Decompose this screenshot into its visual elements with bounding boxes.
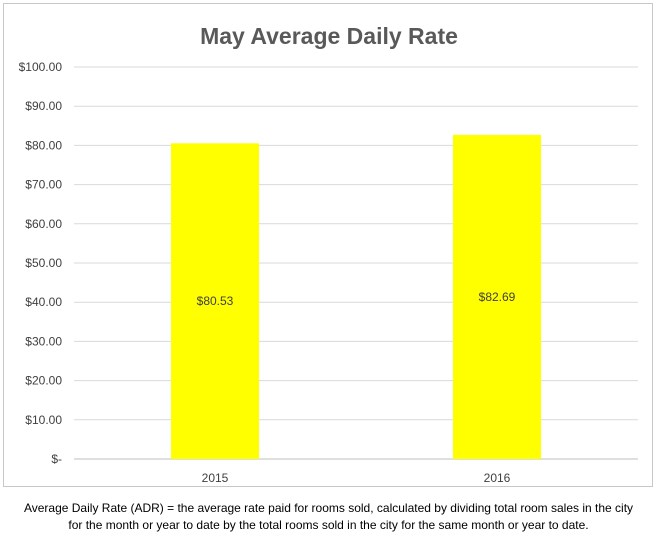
x-tick-label: 2016 — [484, 471, 511, 485]
y-tick-label: $80.00 — [25, 138, 62, 152]
y-tick-label: $10.00 — [25, 413, 62, 427]
y-tick-label: $70.00 — [25, 178, 62, 192]
y-tick-label: $30.00 — [25, 334, 62, 348]
y-tick-label: $20.00 — [25, 374, 62, 388]
y-tick-label: $50.00 — [25, 256, 62, 270]
x-tick-label: 2015 — [202, 471, 229, 485]
x-axis-ticks: 2015 2016 — [202, 471, 511, 485]
footnote: Average Daily Rate (ADR) = the average r… — [0, 500, 657, 534]
chart-container: May Average Daily Rate $- $10.00 $20.00 $30… — [3, 3, 653, 487]
bar-2016 — [453, 134, 541, 459]
footnote-line-1: Average Daily Rate (ADR) = the average r… — [23, 501, 634, 515]
y-axis-ticks: $- $10.00 $20.00 $30.00 $40.00 $50.00 $60.00 $7… — [19, 60, 63, 466]
data-label-2015: $80.53 — [197, 294, 234, 308]
y-tick-label: $- — [51, 452, 62, 466]
footnote-line-2: for the month or year to date by the tot… — [68, 518, 589, 532]
chart-title: May Average Daily Rate — [200, 23, 458, 49]
y-tick-label: $100.00 — [19, 60, 63, 74]
bar-chart: May Average Daily Rate $- $10.00 $20.00 $30… — [19, 23, 638, 485]
bar-2015 — [171, 143, 259, 460]
y-tick-label: $90.00 — [25, 99, 62, 113]
y-tick-label: $40.00 — [25, 295, 62, 309]
data-label-2016: $82.69 — [479, 290, 516, 304]
bars: $80.53 $82.69 — [171, 134, 541, 460]
y-tick-label: $60.00 — [25, 217, 62, 231]
gridlines — [74, 66, 638, 460]
